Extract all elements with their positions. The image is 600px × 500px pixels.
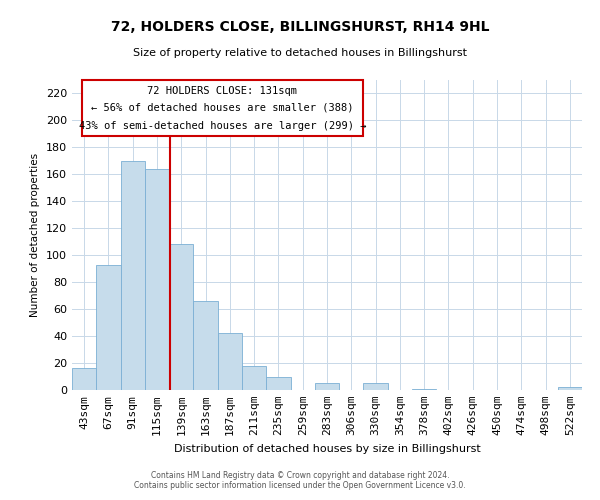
- Bar: [266, 376, 290, 390]
- Text: Size of property relative to detached houses in Billingshurst: Size of property relative to detached ho…: [133, 48, 467, 58]
- Y-axis label: Number of detached properties: Number of detached properties: [31, 153, 40, 317]
- Text: 72, HOLDERS CLOSE, BILLINGSHURST, RH14 9HL: 72, HOLDERS CLOSE, BILLINGSHURST, RH14 9…: [111, 20, 489, 34]
- Bar: [364, 384, 388, 390]
- Bar: [121, 161, 145, 390]
- Bar: [242, 366, 266, 390]
- Bar: [96, 264, 121, 390]
- Bar: [193, 301, 218, 390]
- Text: 72 HOLDERS CLOSE: 131sqm: 72 HOLDERS CLOSE: 131sqm: [148, 86, 298, 96]
- Bar: [169, 244, 193, 390]
- FancyBboxPatch shape: [82, 80, 362, 136]
- Bar: [72, 368, 96, 390]
- Bar: [558, 388, 582, 390]
- X-axis label: Distribution of detached houses by size in Billingshurst: Distribution of detached houses by size …: [173, 444, 481, 454]
- Text: Contains HM Land Registry data © Crown copyright and database right 2024.
Contai: Contains HM Land Registry data © Crown c…: [134, 470, 466, 490]
- Text: 43% of semi-detached houses are larger (299) →: 43% of semi-detached houses are larger (…: [79, 121, 366, 131]
- Bar: [412, 388, 436, 390]
- Text: ← 56% of detached houses are smaller (388): ← 56% of detached houses are smaller (38…: [91, 103, 354, 113]
- Bar: [145, 169, 169, 390]
- Bar: [315, 384, 339, 390]
- Bar: [218, 334, 242, 390]
